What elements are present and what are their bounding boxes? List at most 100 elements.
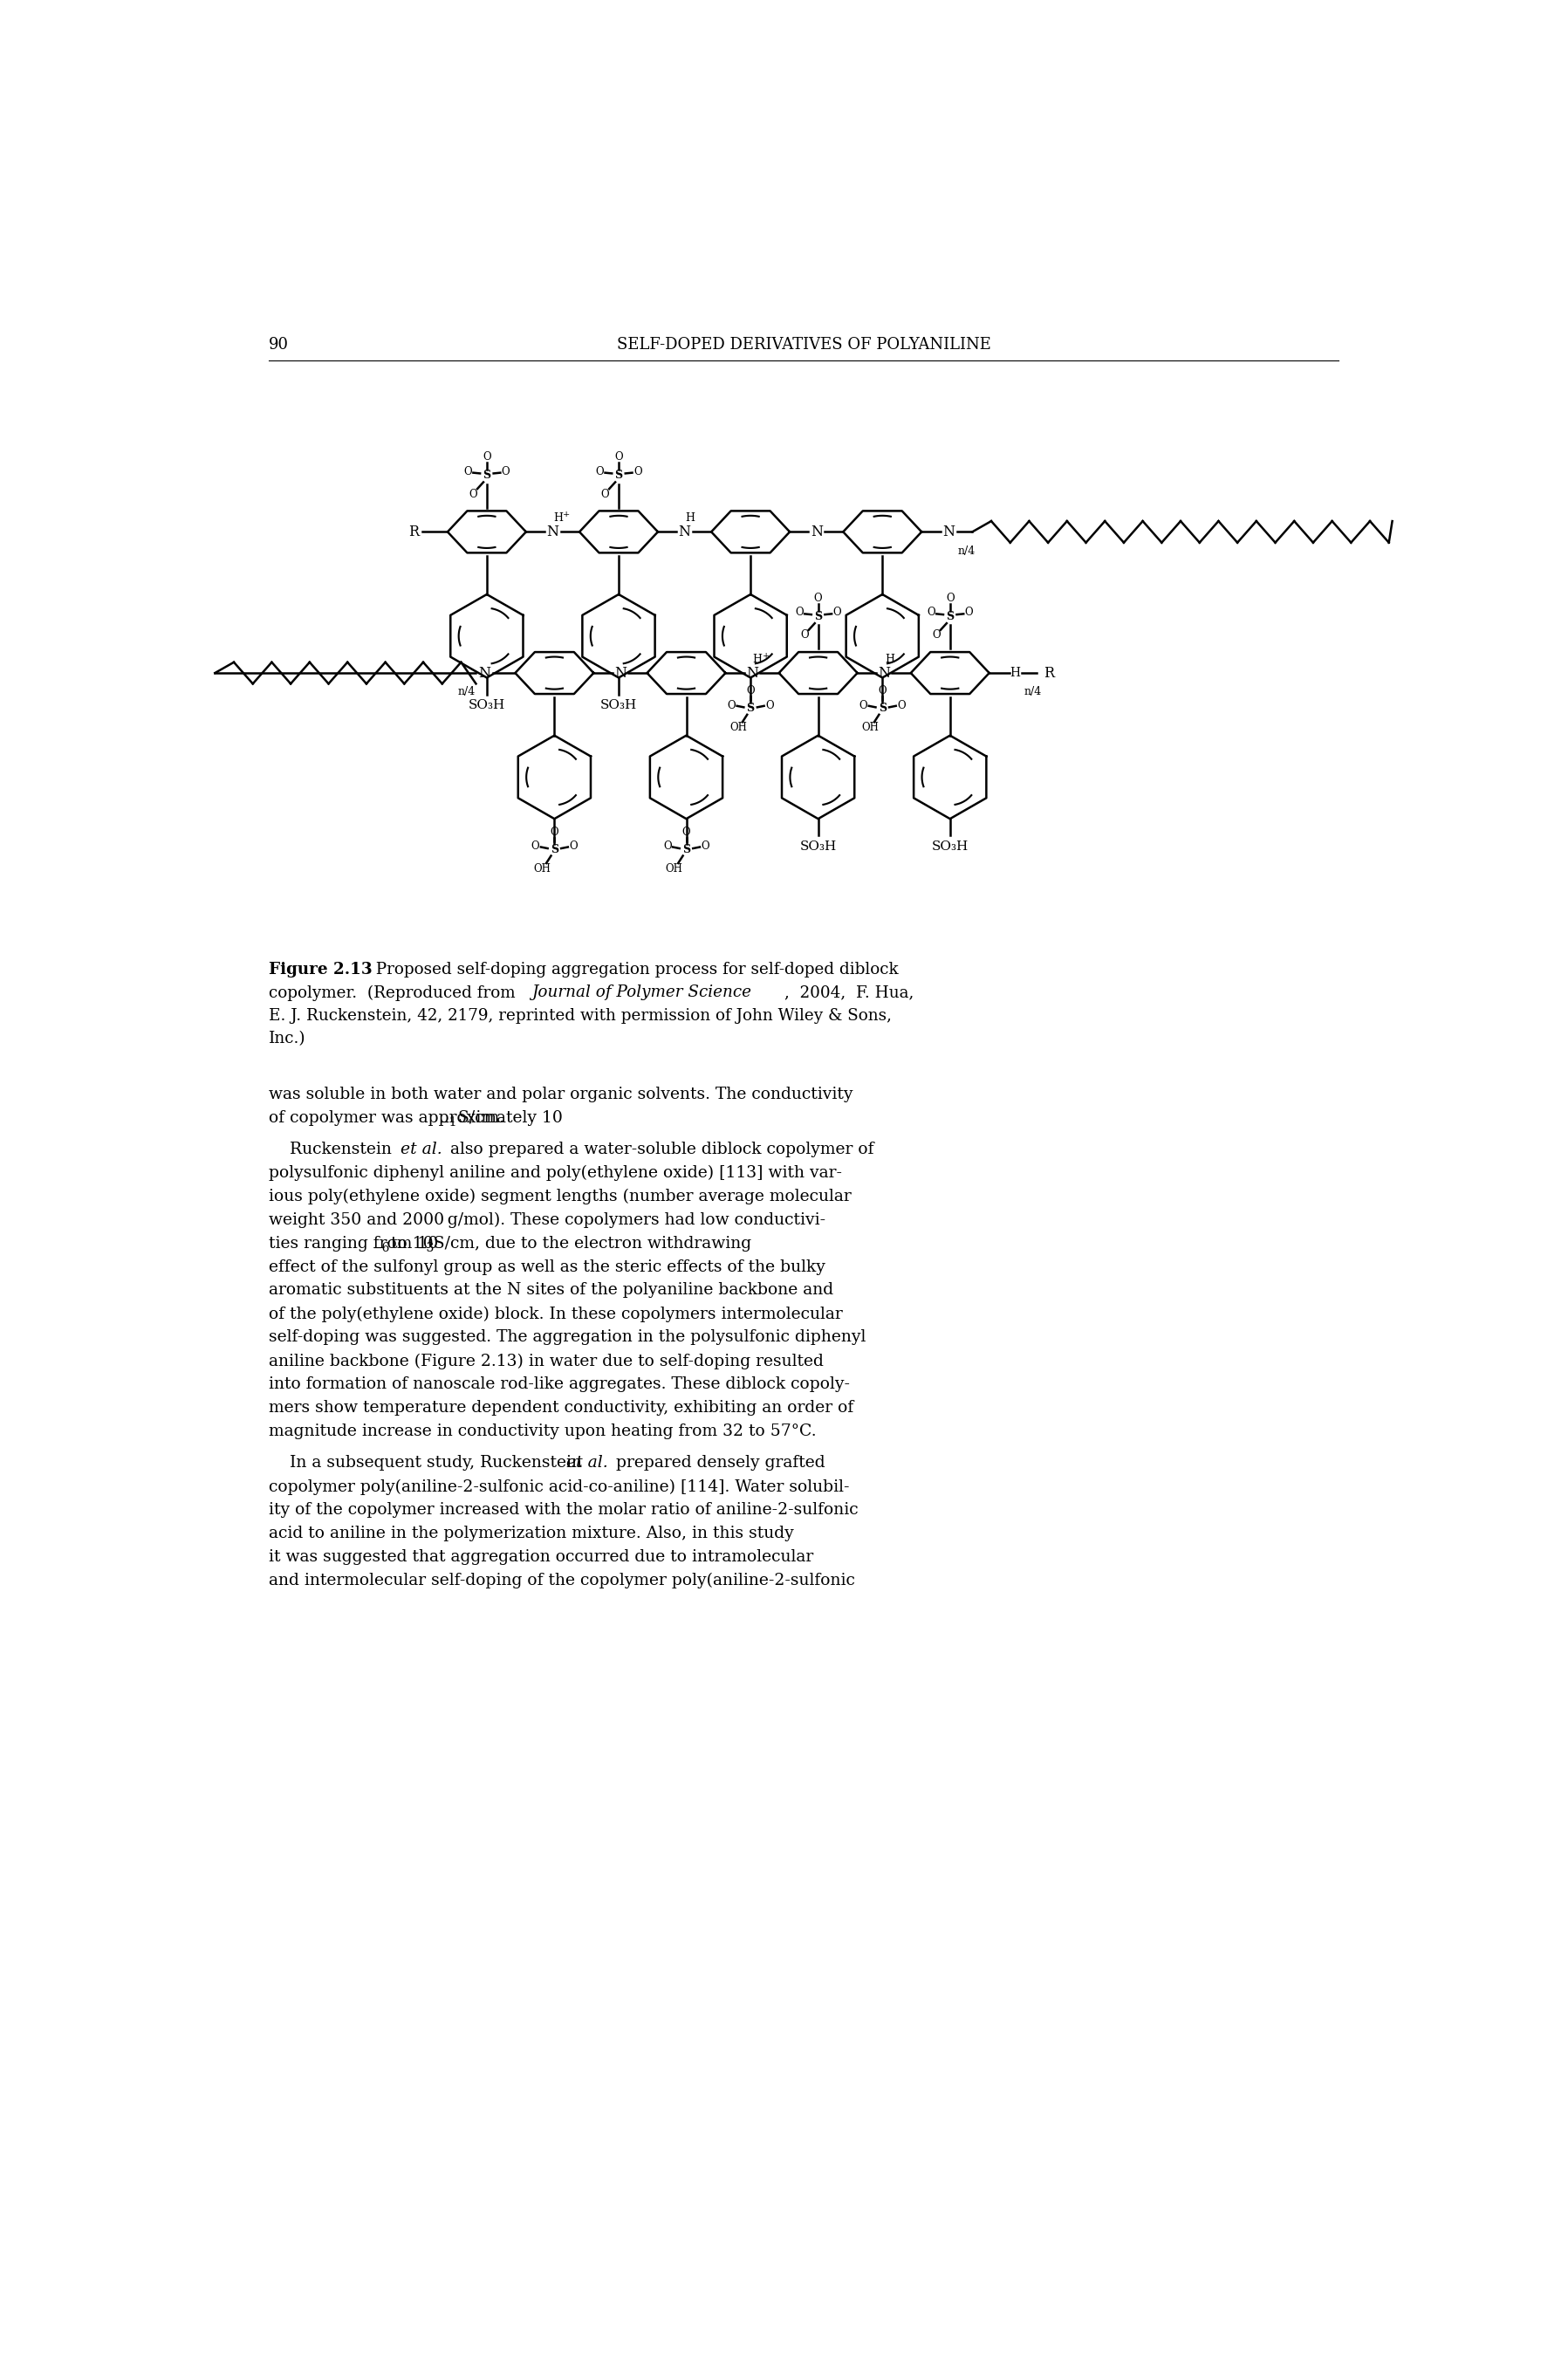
Text: aromatic substituents at the N sites of the polyaniline backbone and: aromatic substituents at the N sites of … <box>270 1281 834 1298</box>
Text: O: O <box>469 489 478 500</box>
Text: O: O <box>946 592 955 604</box>
Text: N: N <box>547 524 558 540</box>
Text: E. J. Ruckenstein, 42, 2179, reprinted with permission of John Wiley & Sons,: E. J. Ruckenstein, 42, 2179, reprinted w… <box>270 1008 892 1024</box>
Text: N: N <box>478 666 491 680</box>
Text: −3: −3 <box>417 1241 434 1253</box>
Text: −6: −6 <box>372 1241 390 1253</box>
Text: O: O <box>746 684 754 696</box>
Text: S: S <box>946 611 953 623</box>
Text: S/cm, due to the electron withdrawing: S/cm, due to the electron withdrawing <box>430 1237 751 1251</box>
Text: of copolymer was approximately 10: of copolymer was approximately 10 <box>270 1109 563 1126</box>
Text: S: S <box>746 703 754 715</box>
Text: O: O <box>483 451 491 463</box>
Text: O: O <box>682 826 690 838</box>
Text: O: O <box>933 630 941 642</box>
Text: H: H <box>884 654 894 666</box>
Text: −1: −1 <box>439 1116 456 1128</box>
Text: OH: OH <box>861 722 880 734</box>
Text: O: O <box>795 607 803 618</box>
Text: S: S <box>550 845 558 854</box>
Text: S: S <box>483 470 491 481</box>
Text: O: O <box>878 684 886 696</box>
Text: O: O <box>765 699 773 710</box>
Text: et al.: et al. <box>401 1142 442 1156</box>
Text: SO₃H: SO₃H <box>601 699 637 710</box>
Text: H: H <box>1010 668 1021 680</box>
Text: Ruckenstein: Ruckenstein <box>270 1142 395 1156</box>
Text: ,  2004,  F. Hua,: , 2004, F. Hua, <box>784 984 914 1001</box>
Text: N: N <box>746 666 759 680</box>
Text: N: N <box>942 524 955 540</box>
Text: O: O <box>800 630 809 642</box>
Text: it was suggested that aggregation occurred due to intramolecular: it was suggested that aggregation occurr… <box>270 1548 814 1565</box>
Text: O: O <box>728 699 735 710</box>
Text: copolymer.  (Reproduced from: copolymer. (Reproduced from <box>270 984 521 1001</box>
Text: ious poly(ethylene oxide) segment lengths (number average molecular: ious poly(ethylene oxide) segment length… <box>270 1189 851 1204</box>
Text: also prepared a water-soluble diblock copolymer of: also prepared a water-soluble diblock co… <box>445 1142 873 1156</box>
Text: +: + <box>563 510 569 519</box>
Text: S: S <box>615 470 622 481</box>
Text: O: O <box>502 465 510 477</box>
Text: Figure 2.13: Figure 2.13 <box>270 963 373 977</box>
Text: In a subsequent study, Ruckenstein: In a subsequent study, Ruckenstein <box>270 1456 585 1470</box>
Text: self-doping was suggested. The aggregation in the polysulfonic diphenyl: self-doping was suggested. The aggregati… <box>270 1329 866 1345</box>
Text: R: R <box>408 524 419 540</box>
Text: S: S <box>682 845 690 854</box>
Text: R: R <box>1043 666 1054 680</box>
Text: ity of the copolymer increased with the molar ratio of aniline-2-sulfonic: ity of the copolymer increased with the … <box>270 1503 859 1517</box>
Text: SO₃H: SO₃H <box>469 699 505 710</box>
Text: O: O <box>663 840 671 852</box>
Text: OH: OH <box>665 864 682 873</box>
Text: SO₃H: SO₃H <box>931 840 969 852</box>
Text: n/4: n/4 <box>958 545 975 557</box>
Text: aniline backbone (Figure 2.13) in water due to self-doping resulted: aniline backbone (Figure 2.13) in water … <box>270 1352 823 1369</box>
Text: N: N <box>679 524 690 540</box>
Text: OH: OH <box>729 722 746 734</box>
Text: Journal of Polymer Science: Journal of Polymer Science <box>532 984 751 1001</box>
Text: and intermolecular self-doping of the copolymer poly(aniline-2-sulfonic: and intermolecular self-doping of the co… <box>270 1572 855 1588</box>
Text: Proposed self-doping aggregation process for self-doped diblock: Proposed self-doping aggregation process… <box>365 963 898 977</box>
Text: O: O <box>550 826 558 838</box>
Text: n/4: n/4 <box>1024 687 1043 699</box>
Text: copolymer poly(aniline-2-sulfonic acid-co-aniline) [114]. Water solubil-: copolymer poly(aniline-2-sulfonic acid-c… <box>270 1480 850 1494</box>
Text: weight 350 and 2000 g/mol). These copolymers had low conductivi-: weight 350 and 2000 g/mol). These copoly… <box>270 1213 826 1227</box>
Text: mers show temperature dependent conductivity, exhibiting an order of: mers show temperature dependent conducti… <box>270 1399 855 1416</box>
Text: magnitude increase in conductivity upon heating from 32 to 57°C.: magnitude increase in conductivity upon … <box>270 1423 817 1440</box>
Text: N: N <box>615 666 627 680</box>
Text: H: H <box>753 654 762 666</box>
Text: effect of the sulfonyl group as well as the steric effects of the bulky: effect of the sulfonyl group as well as … <box>270 1258 826 1274</box>
Text: H: H <box>554 512 563 524</box>
Text: prepared densely grafted: prepared densely grafted <box>612 1456 825 1470</box>
Text: S: S <box>878 703 886 715</box>
Text: et al.: et al. <box>566 1456 608 1470</box>
Text: O: O <box>833 607 842 618</box>
Text: of the poly(ethylene oxide) block. In these copolymers intermolecular: of the poly(ethylene oxide) block. In th… <box>270 1305 844 1322</box>
Text: O: O <box>633 465 641 477</box>
Text: OH: OH <box>533 864 550 873</box>
Text: O: O <box>814 592 822 604</box>
Text: S/cm.: S/cm. <box>453 1109 505 1126</box>
Text: 90: 90 <box>270 337 289 354</box>
Text: O: O <box>569 840 577 852</box>
Text: O: O <box>601 489 610 500</box>
Text: N: N <box>878 666 891 680</box>
Text: H: H <box>685 512 695 524</box>
Text: to 10: to 10 <box>386 1237 433 1251</box>
Text: ties ranging from 10: ties ranging from 10 <box>270 1237 439 1251</box>
Text: O: O <box>964 607 974 618</box>
Text: S: S <box>814 611 822 623</box>
Text: into formation of nanoscale rod-like aggregates. These diblock copoly-: into formation of nanoscale rod-like agg… <box>270 1376 850 1392</box>
Text: N: N <box>811 524 823 540</box>
Text: O: O <box>596 465 604 477</box>
Text: acid to aniline in the polymerization mixture. Also, in this study: acid to aniline in the polymerization mi… <box>270 1527 793 1541</box>
Text: was soluble in both water and polar organic solvents. The conductivity: was soluble in both water and polar orga… <box>270 1086 853 1102</box>
Text: O: O <box>859 699 867 710</box>
Text: O: O <box>532 840 539 852</box>
Text: O: O <box>927 607 935 618</box>
Text: n/4: n/4 <box>458 687 475 699</box>
Text: +: + <box>762 651 770 658</box>
Text: Inc.): Inc.) <box>270 1031 306 1045</box>
Text: SELF-DOPED DERIVATIVES OF POLYANILINE: SELF-DOPED DERIVATIVES OF POLYANILINE <box>616 337 991 354</box>
Text: O: O <box>701 840 709 852</box>
Text: SO₃H: SO₃H <box>800 840 837 852</box>
